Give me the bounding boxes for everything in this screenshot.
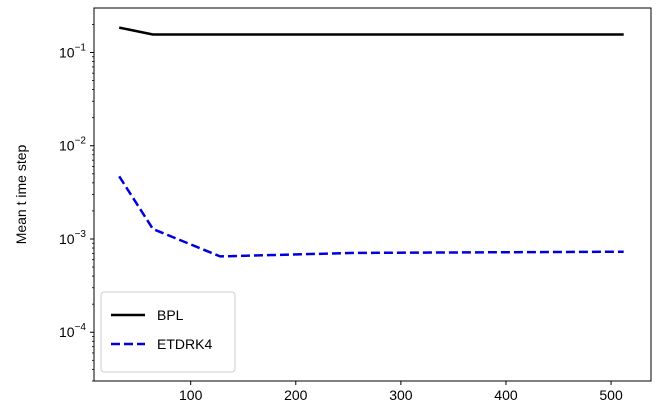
legend-label: BPL (157, 307, 184, 323)
legend-box (100, 291, 236, 373)
plot-lines (118, 26, 624, 258)
y-tick-label: 10−2 (59, 136, 86, 154)
legend: BPL ETDRK4 (100, 291, 236, 373)
y-axis-ticks: 10−1 10−2 10−3 10−4 (59, 24, 94, 382)
x-tick-label: 300 (389, 387, 413, 403)
series-line-etdrk4 (118, 175, 624, 258)
y-tick-label: 10−4 (59, 322, 86, 340)
x-tick-label: 100 (179, 387, 203, 403)
y-axis-label: Mean t ime step (13, 144, 29, 244)
y-tick-label: 10−1 (59, 42, 86, 60)
series-line-bpl (118, 26, 624, 36)
x-tick-label: 200 (284, 387, 308, 403)
x-tick-label: 500 (599, 387, 623, 403)
x-axis-ticks: 100 200 300 400 500 (179, 381, 623, 403)
legend-label: ETDRK4 (157, 336, 212, 352)
y-tick-label: 10−3 (59, 229, 86, 247)
x-tick-label: 400 (494, 387, 518, 403)
